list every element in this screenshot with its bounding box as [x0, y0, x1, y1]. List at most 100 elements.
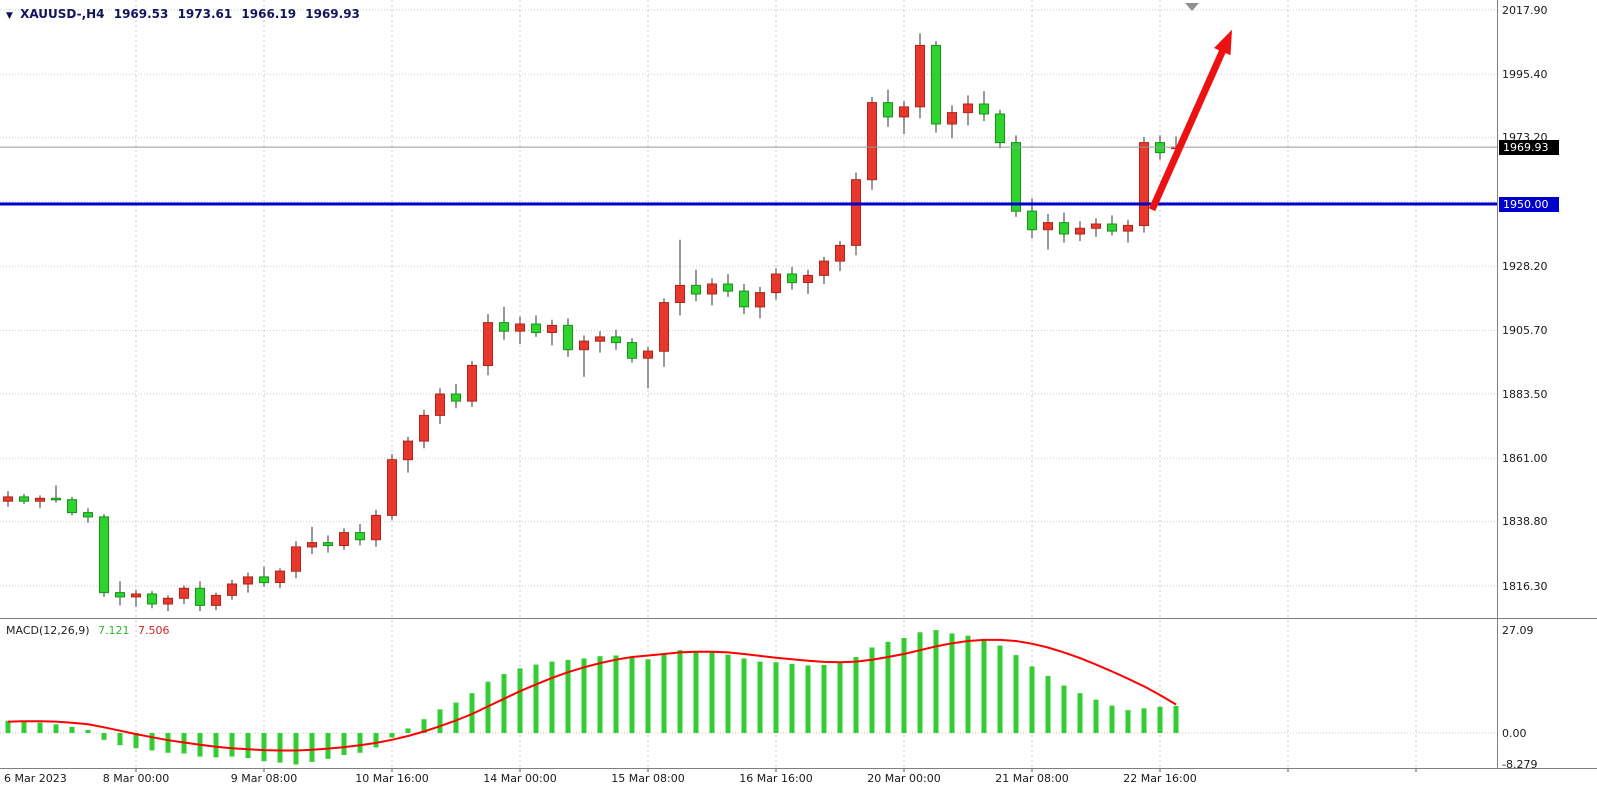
candle-bearish[interactable]	[1011, 142, 1021, 212]
candle-bullish[interactable]	[947, 112, 957, 125]
candle-bearish[interactable]	[787, 273, 797, 284]
candle-bullish[interactable]	[467, 364, 477, 402]
candle-bullish[interactable]	[835, 244, 845, 262]
candle-bearish[interactable]	[1059, 222, 1069, 235]
macd-histogram-bar	[245, 733, 251, 759]
candle-bearish[interactable]	[499, 322, 509, 332]
candle-bullish[interactable]	[483, 322, 493, 367]
candle-bearish[interactable]	[83, 512, 93, 518]
candle-bearish[interactable]	[627, 342, 637, 359]
macd-histogram-bar	[869, 647, 875, 733]
macd-histogram-bar	[789, 663, 795, 733]
macd-histogram-bar	[1125, 710, 1131, 733]
candle-bullish[interactable]	[819, 260, 829, 276]
candle-bearish[interactable]	[147, 593, 157, 605]
macd-histogram-bar	[1029, 666, 1035, 733]
candle-bullish[interactable]	[179, 587, 189, 599]
low-value: 1966.19	[241, 7, 297, 21]
candle-bullish[interactable]	[227, 583, 237, 596]
candle-bullish[interactable]	[3, 496, 13, 502]
candle-bullish[interactable]	[307, 542, 317, 548]
macd-histogram-bar	[773, 662, 779, 733]
macd-histogram-bar	[549, 661, 555, 733]
candle-bearish[interactable]	[51, 497, 61, 501]
candle-bullish[interactable]	[675, 284, 685, 303]
macd-histogram-bar	[933, 630, 939, 733]
macd-histogram-bar	[325, 733, 331, 759]
candle-bearish[interactable]	[323, 542, 333, 546]
candle-bearish[interactable]	[979, 103, 989, 115]
candle-bearish[interactable]	[1027, 210, 1037, 231]
candle-bullish[interactable]	[387, 459, 397, 516]
macd-histogram-bar	[693, 650, 699, 733]
candle-bearish[interactable]	[931, 44, 941, 125]
candle-bearish[interactable]	[67, 499, 77, 514]
candle-bullish[interactable]	[1123, 224, 1133, 232]
candle-bullish[interactable]	[547, 324, 557, 333]
candle-bullish[interactable]	[1091, 223, 1101, 229]
candle-bearish[interactable]	[531, 323, 541, 334]
candle-bullish[interactable]	[403, 440, 413, 461]
candle-bullish[interactable]	[371, 514, 381, 541]
symbol-dropdown-icon[interactable]: ▼	[6, 11, 13, 21]
candle-bullish[interactable]	[899, 106, 909, 118]
macd-histogram-bar	[37, 722, 43, 733]
current-price-badge: 1969.93	[1499, 139, 1559, 155]
candle-bullish[interactable]	[771, 273, 781, 294]
macd-histogram-bar	[981, 639, 987, 733]
macd-histogram-bar	[1013, 655, 1019, 733]
candle-bullish[interactable]	[803, 274, 813, 283]
candle-bullish[interactable]	[163, 597, 173, 605]
candle-bearish[interactable]	[259, 576, 269, 584]
macd-histogram-bar	[853, 657, 859, 733]
candle-bullish[interactable]	[755, 292, 765, 308]
candle-bearish[interactable]	[611, 336, 621, 344]
candle-bearish[interactable]	[563, 324, 573, 351]
candle-bearish[interactable]	[723, 283, 733, 292]
candle-bullish[interactable]	[579, 340, 589, 351]
candle-bearish[interactable]	[115, 592, 125, 598]
candle-bullish[interactable]	[707, 283, 717, 295]
candle-bearish[interactable]	[883, 102, 893, 118]
candle-bearish[interactable]	[1107, 223, 1117, 232]
macd-name: MACD(12,26,9)	[6, 624, 90, 637]
candle-bullish[interactable]	[963, 103, 973, 114]
trend-arrow-shaft[interactable]	[1148, 44, 1228, 212]
candle-bullish[interactable]	[275, 570, 285, 583]
candle-bearish[interactable]	[995, 113, 1005, 144]
candle-bearish[interactable]	[355, 532, 365, 541]
candle-bullish[interactable]	[1075, 227, 1085, 235]
candle-bullish[interactable]	[1043, 222, 1053, 231]
macd-histogram-bar	[357, 733, 363, 753]
candle-bullish[interactable]	[131, 593, 141, 598]
candle-bullish[interactable]	[339, 532, 349, 546]
candle-bullish[interactable]	[243, 576, 253, 585]
candle-bullish[interactable]	[1139, 142, 1149, 227]
candle-bullish[interactable]	[915, 44, 925, 108]
candle-bearish[interactable]	[691, 284, 701, 295]
candle-bullish[interactable]	[211, 594, 221, 606]
candle-bullish[interactable]	[659, 302, 669, 352]
candle-bearish[interactable]	[739, 290, 749, 308]
candle-bullish[interactable]	[515, 323, 525, 332]
candle-bullish[interactable]	[35, 497, 45, 502]
trend-arrow-head[interactable]	[1214, 29, 1232, 56]
candle-bullish[interactable]	[851, 179, 861, 246]
macd-histogram-bar	[1109, 705, 1115, 733]
candle-bullish[interactable]	[291, 546, 301, 572]
candle-bullish[interactable]	[643, 350, 653, 359]
chart-shift-marker-icon[interactable]	[1185, 3, 1199, 11]
candle-bearish[interactable]	[451, 393, 461, 402]
candle-bullish[interactable]	[419, 414, 429, 442]
candle-bullish[interactable]	[435, 393, 445, 416]
candle-bearish[interactable]	[195, 587, 205, 606]
macd-histogram-bar	[501, 674, 507, 733]
macd-histogram-bar	[277, 733, 283, 763]
candle-bullish[interactable]	[867, 102, 877, 181]
candle-bearish[interactable]	[19, 496, 29, 502]
symbol-period-label: XAUUSD-,H4	[20, 7, 105, 21]
candle-bearish[interactable]	[99, 516, 109, 594]
candle-bullish[interactable]	[595, 336, 605, 342]
